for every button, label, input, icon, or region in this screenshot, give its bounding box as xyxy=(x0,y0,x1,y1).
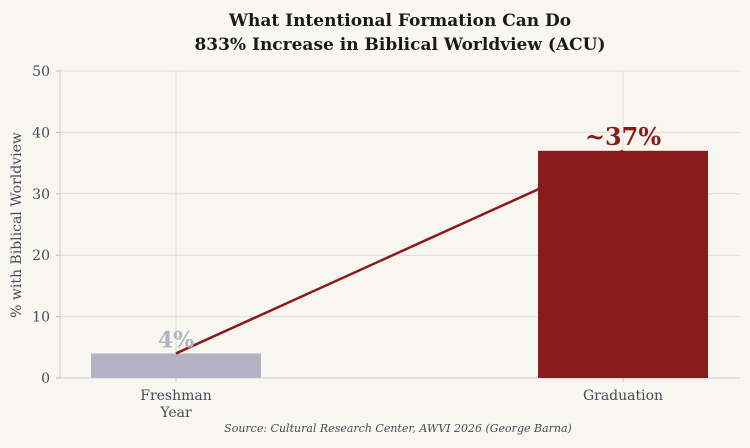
y-tick-label: 20 xyxy=(32,248,50,264)
y-tick-label: 10 xyxy=(32,310,50,326)
bar xyxy=(538,150,708,378)
chart-title-line-1: What Intentional Formation Can Do xyxy=(228,11,571,31)
data-label: 4% xyxy=(158,327,194,353)
y-tick-label: 0 xyxy=(41,371,50,387)
trend-line-group xyxy=(175,149,624,355)
y-axis-label: % with Biblical Worldview xyxy=(9,132,25,318)
data-label: ~37% xyxy=(585,122,662,151)
trend-line xyxy=(175,149,624,355)
x-tick-label-line-2: Year xyxy=(159,405,192,421)
x-tick-label: Graduation xyxy=(583,388,663,404)
chart-title-line-2: 833% Increase in Biblical Worldview (ACU… xyxy=(194,35,605,55)
source-note: Source: Cultural Research Center, AWVI 2… xyxy=(224,422,572,435)
bar xyxy=(91,353,261,378)
bars xyxy=(91,150,708,378)
data-labels: 4% ~37% xyxy=(158,122,661,354)
y-tick-label: 40 xyxy=(32,125,50,141)
y-tick-label: 30 xyxy=(32,187,50,203)
y-tick-label: 50 xyxy=(32,64,50,80)
x-tick-label: Freshman xyxy=(140,388,212,404)
